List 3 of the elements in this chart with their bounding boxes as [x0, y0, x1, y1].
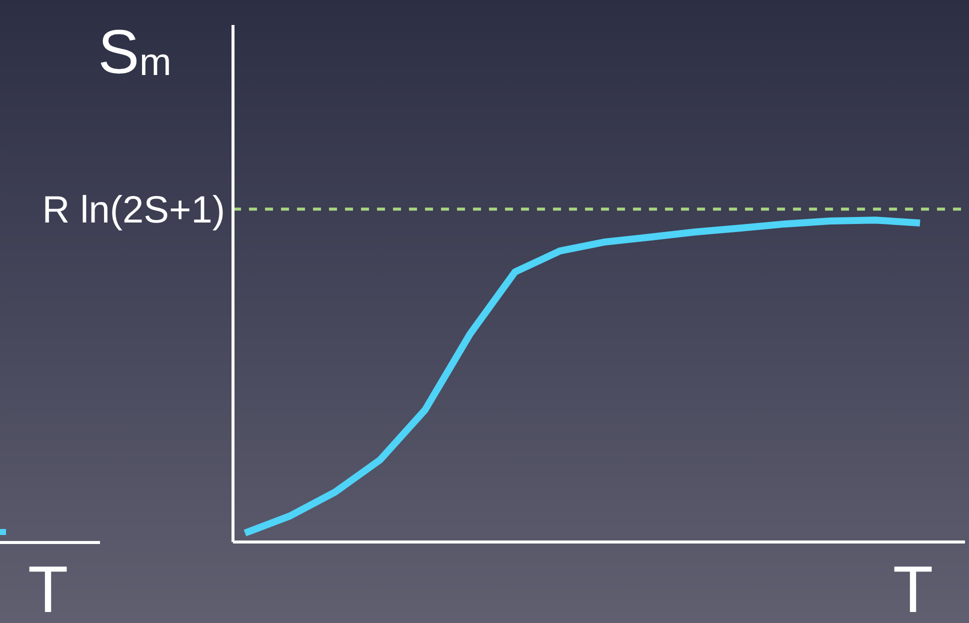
- x-axis-title: T: [892, 552, 934, 623]
- text: T: [28, 552, 68, 623]
- ref-line-label: R ln(2S+1): [42, 190, 225, 232]
